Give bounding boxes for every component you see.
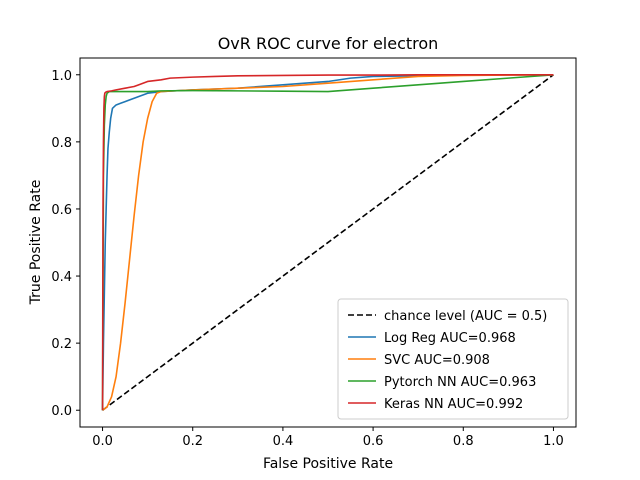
x-tick-label: 1.0 xyxy=(543,434,564,449)
legend-label: Keras NN AUC=0.992 xyxy=(384,397,523,412)
y-axis-ticks: 0.0 0.2 0.4 0.6 0.8 1.0 xyxy=(51,69,80,419)
y-tick-label: 0.8 xyxy=(51,136,72,151)
y-tick-label: 1.0 xyxy=(51,69,72,84)
axes-frame xyxy=(79,57,577,428)
legend-label: SVC AUC=0.908 xyxy=(384,353,490,368)
x-tick-label: 0.4 xyxy=(273,434,294,449)
legend-box xyxy=(337,298,569,420)
series-line-2 xyxy=(102,73,554,411)
legend: chance level (AUC = 0.5) Log Reg AUC=0.96… xyxy=(337,298,569,420)
series-line-3 xyxy=(101,73,554,411)
chart-title: OvR ROC curve for electron xyxy=(218,34,439,53)
legend-label: chance level (AUC = 0.5) xyxy=(384,309,547,324)
series-line-0 xyxy=(102,74,554,411)
y-tick-label: 0.4 xyxy=(51,270,72,285)
x-axis-label: False Positive Rate xyxy=(263,456,393,472)
x-tick-label: 0.2 xyxy=(182,434,203,449)
plot-area xyxy=(79,57,577,428)
x-tick-label: 0.0 xyxy=(92,434,113,449)
x-tick-label: 0.8 xyxy=(453,434,474,449)
series-line-4 xyxy=(101,73,554,411)
legend-label: Pytorch NN AUC=0.963 xyxy=(384,375,536,390)
series-line-1 xyxy=(101,73,554,411)
y-axis-label: True Positive Rate xyxy=(28,180,44,306)
legend-label: Log Reg AUC=0.968 xyxy=(384,331,516,346)
x-axis-ticks: 0.0 0.2 0.4 0.6 0.8 1.0 xyxy=(92,427,564,449)
y-tick-label: 0.6 xyxy=(51,203,72,218)
series-layer xyxy=(101,73,554,411)
y-tick-label: 0.2 xyxy=(51,337,72,352)
y-tick-label: 0.0 xyxy=(51,404,72,419)
x-tick-label: 0.6 xyxy=(363,434,384,449)
